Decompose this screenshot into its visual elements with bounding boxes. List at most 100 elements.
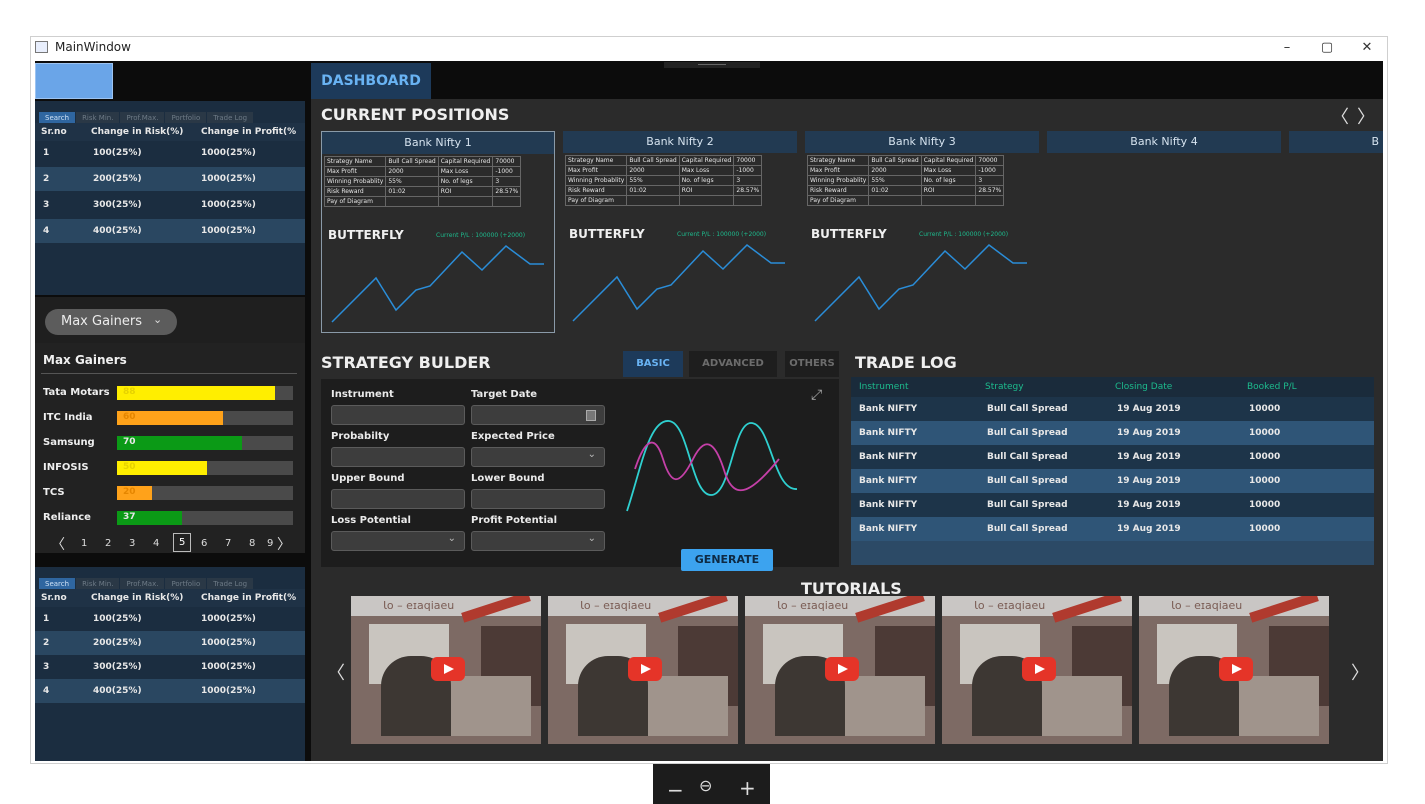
page-link[interactable]: 6 [201,538,208,549]
position-card[interactable]: Bank Nifty 1 Strategy Name Bull Call Spre… [321,131,555,333]
tutorial-thumbnail[interactable]: Ꙇᴏ – eɪaqiaeu [942,596,1132,744]
table-row[interactable]: 1 100(25%) 1000(25%) [35,141,305,165]
tutorial-thumbnail[interactable]: Ꙇᴏ – eɪaqiaeu [1139,596,1329,744]
cell-profit: 1000(25%) [201,662,256,672]
position-card-title: Bank Nifty 1 [322,132,554,154]
thumbnail-banner-text: Ꙇᴏ – eɪaqiaeu [580,599,652,612]
youtube-play-icon[interactable] [628,657,662,681]
thumbnail-banner-text: Ꙇᴏ – eɪaqiaeu [777,599,849,612]
position-card[interactable]: Bank Nifty 3 Strategy Name Bull Call Spre… [805,131,1039,333]
table-row[interactable]: 3 300(25%) 1000(25%) [35,193,305,217]
position-card-title: Bank Nifty 4 [1047,131,1281,153]
youtube-play-icon[interactable] [431,657,465,681]
tab-search[interactable]: Search [39,112,76,124]
position-card[interactable]: Bank Nifty 4 [1047,131,1281,333]
divider [41,373,297,374]
tutorials-next-icon[interactable]: 〉 [1351,663,1369,684]
header-booked-pl: Booked P/L [1247,382,1297,392]
zoom-in-button[interactable]: + [739,776,756,800]
position-details-table: Strategy Name Bull Call Spread Capital Req… [806,155,1005,206]
table-row[interactable]: Bank NIFTY Bull Call Spread 19 Aug 2019 100… [851,421,1374,445]
minimize-button[interactable]: – [1283,40,1291,55]
zoom-reset-icon[interactable]: ⊖ [699,776,713,795]
tab-risk-min[interactable]: Risk Min. [76,112,120,124]
tutorial-thumbnail[interactable]: Ꙇᴏ – eɪaqiaeu [548,596,738,744]
page-link[interactable]: 9 [267,538,274,549]
expected-price-dropdown[interactable]: ⌄ [471,447,605,467]
page-link[interactable]: 1 [81,538,88,549]
pager-next-icon[interactable]: 〉 [277,537,291,553]
tutorial-thumbnail[interactable]: Ꙇᴏ – eɪaqiaeu [351,596,541,744]
upper-bound-input[interactable] [331,489,465,509]
probability-input[interactable] [331,447,465,467]
tab-risk-min[interactable]: Risk Min. [76,578,120,590]
tutorial-thumbnail[interactable]: Ꙇᴏ – eɪaqiaeu [745,596,935,744]
zoom-out-button[interactable]: − [667,778,684,802]
table-row[interactable]: Bank NIFTY Bull Call Spread 19 Aug 2019 100… [851,517,1374,541]
title-bar[interactable]: MainWindow – ▢ ✕ [31,37,1387,59]
youtube-play-icon[interactable] [1022,657,1056,681]
position-card[interactable]: B [1289,131,1383,333]
youtube-play-icon[interactable] [825,657,859,681]
cell-srno: 3 [43,662,50,672]
youtube-play-icon[interactable] [1219,657,1253,681]
table-row[interactable]: Bank NIFTY Bull Call Spread 19 Aug 2019 100… [851,397,1374,421]
table-row[interactable]: 3 300(25%) 1000(25%) [35,655,305,679]
positions-next-icon[interactable]: 〉 [1357,107,1375,128]
cell-booked-pl: 10000 [1249,452,1281,462]
cell-risk: 100(25%) [93,614,142,624]
gainers-dropdown[interactable]: Max Gainers ⌄ [45,309,177,335]
table-row[interactable]: Bank NIFTY Bull Call Spread 19 Aug 2019 100… [851,493,1374,517]
position-details-table: Strategy Name Bull Call Spread Capital Req… [323,156,522,207]
tutorials-prev-icon[interactable]: 〈 [327,663,345,684]
lower-bound-input[interactable] [471,489,605,509]
cell-srno: 3 [43,200,50,210]
page-link[interactable]: 3 [129,538,136,549]
table-row[interactable]: 1 100(25%) 1000(25%) [35,607,305,631]
tab-basic[interactable]: BASIC [623,351,683,377]
table-row[interactable]: Bank NIFTY Bull Call Spread 19 Aug 2019 100… [851,469,1374,493]
position-card[interactable]: Bank Nifty 2 Strategy Name Bull Call Spre… [563,131,797,333]
table-row[interactable]: Bank NIFTY Bull Call Spread 19 Aug 2019 100… [851,445,1374,469]
table-row[interactable]: 4 400(25%) 1000(25%) [35,219,305,243]
page-link[interactable]: 2 [105,538,112,549]
tab-prof-max[interactable]: Prof.Max. [120,112,165,124]
tab-portfolio[interactable]: Portfolio [165,112,207,124]
tab-advanced[interactable]: ADVANCED [689,351,777,377]
table-row[interactable]: 2 200(25%) 1000(25%) [35,631,305,655]
thumbnail-banner-text: Ꙇᴏ – eɪaqiaeu [974,599,1046,612]
page-link[interactable]: 4 [153,538,160,549]
gainer-label: Reliance [43,512,91,523]
cell-closing-date: 19 Aug 2019 [1117,500,1181,510]
tab-prof-max[interactable]: Prof.Max. [120,578,165,590]
drag-handle[interactable] [664,62,760,68]
target-date-input[interactable] [471,405,605,425]
calendar-icon[interactable] [586,410,596,421]
table-row[interactable]: 2 200(25%) 1000(25%) [35,167,305,191]
gainer-bar-track: 20 [117,486,293,500]
tab-trade-log[interactable]: Trade Log [207,578,254,590]
pager-prev-icon[interactable]: 〈 [51,537,65,553]
page-link[interactable]: 8 [249,538,256,549]
loss-potential-dropdown[interactable]: ⌄ [331,531,465,551]
tab-search[interactable]: Search [39,578,76,590]
tab-trade-log[interactable]: Trade Log [207,112,254,124]
page-link-active[interactable]: 5 [173,533,192,552]
tab-others[interactable]: OTHERS [785,351,839,377]
table-row[interactable]: 4 400(25%) 1000(25%) [35,679,305,703]
chevron-down-icon: ⌄ [587,533,596,544]
header-srno: Sr.no [41,127,67,137]
positions-prev-icon[interactable]: 〈 [1331,107,1349,128]
top-grid-panel: Search Risk Min. Prof.Max. Portfolio Trade L… [35,101,305,295]
generate-button[interactable]: GENERATE [681,549,773,571]
close-button[interactable]: ✕ [1361,40,1373,55]
expand-icon[interactable]: ⤢ [811,387,823,403]
cell-instrument: Bank NIFTY [859,428,918,438]
page-link[interactable]: 7 [225,538,232,549]
tab-dashboard[interactable]: DASHBOARD [311,63,431,99]
strategy-type: BUTTERFLY [811,227,887,241]
tab-portfolio[interactable]: Portfolio [165,578,207,590]
instrument-input[interactable] [331,405,465,425]
profit-potential-dropdown[interactable]: ⌄ [471,531,605,551]
restore-button[interactable]: ▢ [1320,40,1334,55]
